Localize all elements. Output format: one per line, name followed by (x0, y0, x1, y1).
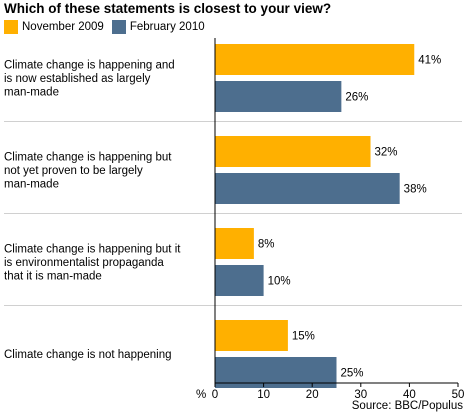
legend-label-november-2009: November 2009 (22, 21, 104, 33)
x-tick-label-50: 50 (452, 389, 465, 401)
category-label-2-line-2: that it is man-made (4, 271, 102, 283)
category-label-1-line-0: Climate change is happening but (4, 152, 172, 164)
chart-title: Which of these statements is closest to … (4, 1, 332, 16)
category-label-2-line-1: is environmentalist propaganda (4, 257, 164, 269)
bar-nov-2009-2 (215, 228, 254, 259)
data-label-nov-2009-3: 15% (292, 331, 315, 343)
data-label-feb-2010-0: 26% (345, 92, 368, 104)
x-tick-label-10: 10 (257, 389, 270, 401)
category-label-0-line-0: Climate change is happening and (4, 60, 175, 72)
category-label-0-line-2: man-made (4, 87, 59, 99)
legend-label-february-2010: February 2010 (129, 21, 205, 33)
data-label-nov-2009-0: 41% (418, 55, 441, 67)
x-tick-label-30: 30 (354, 389, 367, 401)
legend: November 2009 February 2010 (4, 20, 213, 34)
bar-feb-2010-0 (215, 81, 342, 112)
category-label-0-line-1: is now established as largely (4, 73, 151, 85)
x-tick-label-0: 0 (212, 389, 218, 401)
data-label-feb-2010-3: 25% (341, 368, 364, 380)
bar-feb-2010-2 (215, 265, 264, 296)
bar-feb-2010-1 (215, 173, 400, 204)
legend-swatch-february-2010 (111, 20, 126, 34)
data-label-nov-2009-1: 32% (375, 147, 398, 159)
x-axis-unit-label: % (196, 389, 206, 401)
legend-swatch-november-2009 (4, 20, 18, 34)
x-tick-label-20: 20 (306, 389, 319, 401)
category-label-3-line-0: Climate change is not happening (4, 349, 172, 361)
category-label-1-line-2: man-made (4, 179, 59, 191)
x-tick-label-40: 40 (403, 389, 416, 401)
category-label-1-line-1: not yet proven to be largely (4, 165, 143, 177)
data-label-feb-2010-1: 38% (404, 184, 427, 196)
legend-item-november-2009: November 2009 (4, 20, 104, 34)
bar-nov-2009-0 (215, 44, 415, 75)
bar-nov-2009-3 (215, 320, 288, 351)
category-label-2-line-0: Climate change is happening but it (4, 244, 181, 256)
data-label-nov-2009-2: 8% (258, 239, 275, 251)
source-note: Source: BBC/Populus (351, 400, 463, 412)
bar-nov-2009-1 (215, 136, 371, 167)
legend-item-february-2010: February 2010 (111, 20, 205, 34)
data-label-feb-2010-2: 10% (268, 276, 291, 288)
